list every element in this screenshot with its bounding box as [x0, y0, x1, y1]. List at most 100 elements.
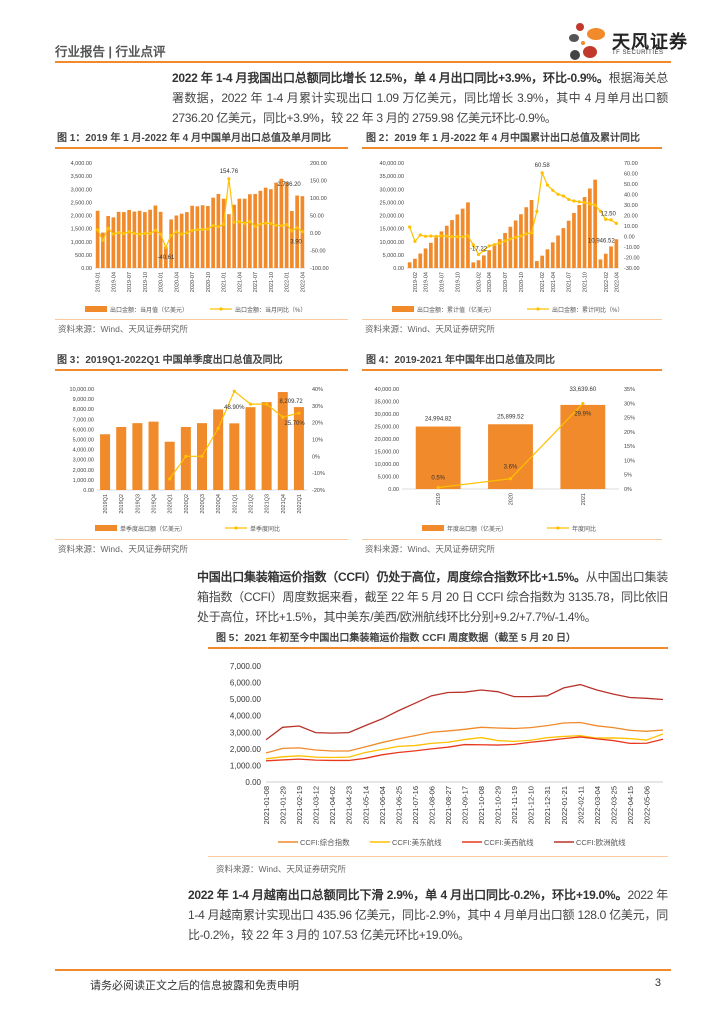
y-right-tick-label: 0%: [624, 487, 632, 493]
line-point: [200, 454, 204, 458]
bar: [164, 441, 175, 490]
line-point: [471, 242, 475, 246]
x-tick-label: 2019-07: [127, 272, 133, 292]
y-left-tick-label: 25,000.00: [375, 424, 399, 430]
legend-label: 出口金额：累计值（亿美元）: [417, 306, 495, 314]
figure-1-title-rule: [55, 147, 348, 149]
y-left-tick-label: 1,000.00: [71, 239, 92, 245]
x-tick-label: 2020-02: [477, 272, 483, 292]
x-tick-label: 2021Q4: [281, 494, 287, 514]
bar: [290, 210, 294, 268]
y-left-tick-label: 500.00: [75, 252, 92, 258]
line-point: [529, 230, 534, 234]
x-tick-label: 2019-10: [455, 272, 461, 292]
bar: [476, 259, 481, 268]
bar: [609, 245, 613, 268]
bar: [116, 426, 127, 490]
x-tick-label: 2022-01: [285, 272, 291, 292]
y-left-tick-label: 30,000.00: [380, 187, 404, 193]
y-tick-label: 6,000.00: [230, 678, 262, 687]
x-tick-label: 2021-10-08: [477, 786, 486, 824]
line-point: [201, 227, 205, 231]
bar: [503, 232, 507, 268]
bar: [556, 234, 560, 268]
line-point: [138, 232, 142, 236]
data-label: 29.9%: [574, 411, 592, 417]
x-tick-label: 2020Q4: [216, 494, 222, 514]
line-point: [508, 476, 513, 480]
line-point: [593, 203, 597, 207]
report-category: 行业报告 | 行业点评: [55, 45, 166, 59]
bar: [153, 205, 158, 268]
x-tick-label: 2022-02: [604, 272, 610, 292]
x-tick-label: 2021-05-14: [361, 786, 370, 824]
line-point: [159, 232, 163, 236]
bar: [487, 249, 492, 268]
y-right-tick-label: 10.00: [624, 224, 638, 230]
line-point: [143, 231, 147, 235]
bar: [540, 255, 545, 268]
line-point: [127, 229, 131, 233]
logo-name: 天风证券: [612, 32, 688, 52]
x-tick-label: 2019Q1: [103, 494, 109, 514]
bar: [122, 211, 126, 268]
line-point: [180, 232, 184, 236]
x-tick-label: 2021-10-29: [494, 786, 503, 824]
line-point: [408, 224, 412, 229]
x-tick-label: 2022-04-15: [626, 786, 635, 824]
y-left-tick-label: 5,000.00: [383, 252, 404, 258]
line-point: [582, 200, 587, 204]
bar: [269, 188, 273, 268]
y-right-tick-label: 50.00: [310, 213, 324, 219]
x-tick-label: 2019Q3: [135, 494, 141, 514]
line-point: [227, 176, 231, 180]
line-point: [111, 231, 115, 236]
line-point: [434, 234, 438, 238]
bar: [582, 196, 587, 268]
bar: [101, 232, 105, 268]
figure-4-title-rule: [362, 369, 662, 371]
line-point: [556, 192, 560, 196]
paragraph-body: 从中国出口集装箱指数（CCFI）周度数据来看，截至 22 年 5 月 20 日 …: [197, 570, 669, 624]
y-tick-label: 7,000.00: [230, 662, 262, 671]
figure-2-chart: 0.00 5,000.00 10,000.00 15,000.00 20,000.00 2…: [380, 161, 640, 314]
line-point: [216, 426, 220, 430]
bar: [545, 248, 550, 268]
series-line: [265, 735, 664, 761]
x-tick-label: 2019Q4: [152, 494, 158, 514]
figure-2: 图 2：2019 年 1 月-2022 年 4 月中国累计出口总值及累计同比 0…: [362, 131, 662, 335]
x-tick-label: 2022-05-06: [642, 786, 651, 824]
line-point: [243, 221, 247, 225]
line-point: [604, 217, 608, 221]
x-tick-label: 2022-02-11: [576, 786, 585, 824]
x-tick-label: 2019Q2: [119, 494, 125, 514]
data-label: 3.90: [290, 239, 302, 245]
y-right-tick-label: 35%: [624, 387, 635, 393]
x-tick-label: 2021-07: [567, 272, 573, 292]
figure-2-source-rule: [362, 318, 662, 320]
line-series: [97, 178, 303, 249]
x-tick-label: 2020-10: [206, 272, 212, 292]
x-tick-label: 2022-04: [614, 272, 620, 292]
line-point: [413, 239, 417, 243]
x-tick-label: 2021-07: [253, 272, 259, 292]
bar: [164, 246, 168, 268]
x-tick-label: 2021Q3: [265, 494, 271, 514]
x-tick-label: 2021-02: [540, 272, 546, 292]
x-tick-label: 2020: [509, 493, 515, 505]
x-tick-label: 2019-01: [96, 272, 102, 292]
y-left-tick-label: 1,000.00: [73, 477, 94, 483]
x-tick-label: 2021-08-06: [427, 786, 436, 824]
y-right-tick-label: 20%: [624, 429, 635, 435]
figure-row-1: 图 1：2019 年 1 月-2022 年 4 月中国单月出口总值及单月同比 0…: [0, 131, 724, 335]
x-tick-label: 2021-07-16: [411, 786, 420, 824]
y-right-tick-label: 5%: [624, 472, 632, 478]
bar: [185, 211, 189, 268]
bar: [148, 421, 159, 490]
x-tick-label: 2021-04: [237, 272, 243, 292]
bar: [143, 211, 147, 268]
y-left-tick-label: 35,000.00: [380, 174, 404, 180]
bar: [216, 193, 221, 268]
line-point: [429, 233, 433, 238]
bar: [137, 210, 142, 268]
